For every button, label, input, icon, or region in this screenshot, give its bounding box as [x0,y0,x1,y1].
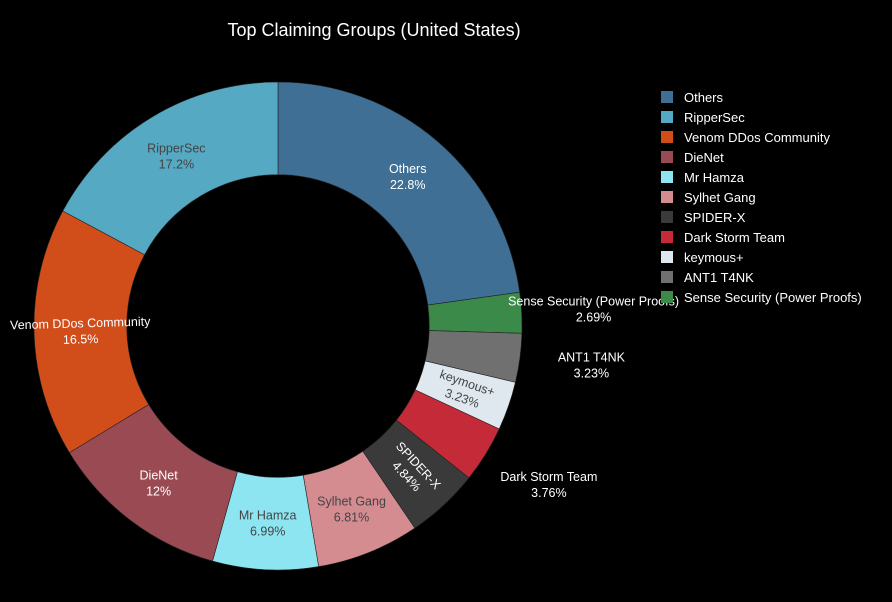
legend-swatch-sylhet-gang[interactable] [661,191,673,203]
slice-label-percent: 22.8% [390,178,425,192]
slice-label-others: Others 22.8% [389,162,427,192]
legend-swatch-spider-x[interactable] [661,211,673,223]
slice-label-mr-hamza: Mr Hamza 6.99% [239,508,297,538]
legend-item-dienet[interactable]: DieNet [684,150,724,165]
pie-slices [33,81,523,571]
slice-label-name: Sylhet Gang [317,494,386,508]
legend-item-spider-x[interactable]: SPIDER-X [684,210,746,225]
legend-item-dark-storm-team[interactable]: Dark Storm Team [684,230,785,245]
legend-item-others[interactable]: Others [684,90,724,105]
legend-swatch-ant1-t4nk[interactable] [661,271,673,283]
slice-label-percent: 6.81% [334,510,369,524]
legend-swatch-sense-security-power-proofs[interactable] [661,291,673,303]
slice-label-venom-ddos-community: Venom DDos Community16.5% [10,314,152,348]
legend-swatch-mr-hamza[interactable] [661,171,673,183]
legend-swatch-rippersec[interactable] [661,111,673,123]
legend-swatch-others[interactable] [661,91,673,103]
slice-label-percent: 16.5% [63,332,99,347]
legend-item-sylhet-gang[interactable]: Sylhet Gang [684,190,756,205]
slice-label-percent: 2.69% [576,311,611,325]
legend-item-sense-security-power-proofs[interactable]: Sense Security (Power Proofs) [684,290,862,305]
slice-label-name: Others [389,162,427,176]
slice-label-percent: 12% [146,485,171,499]
slice-label-percent: 3.23% [574,367,609,381]
legend: Others RipperSec Venom DDos Community DieNe… [661,90,862,305]
slice-label-name: Dark Storm Team [500,470,597,484]
slice-label-dark-storm-team: Dark Storm Team 3.76% [500,470,597,500]
slice-label-ant1-t4nk: ANT1 T4NK 3.23% [558,351,626,381]
slice-label-percent: 6.99% [250,524,285,538]
chart-title: Top Claiming Groups (United States) [227,20,520,40]
legend-swatch-dark-storm-team[interactable] [661,231,673,243]
legend-swatch-keymous[interactable] [661,251,673,263]
slice-label-percent: 17.2% [159,157,194,171]
legend-item-keymous[interactable]: keymous+ [684,250,744,265]
legend-item-rippersec[interactable]: RipperSec [684,110,745,125]
slice-label-name: Mr Hamza [239,508,297,522]
slice-label-sense-security-power-proofs: Sense Security (Power Proofs) 2.69% [508,295,679,325]
slice-label-sylhet-gang: Sylhet Gang 6.81% [317,494,386,524]
legend-item-ant1-t4nk[interactable]: ANT1 T4NK [684,270,754,285]
slice-label-name: DieNet [140,469,179,483]
slice-rippersec[interactable] [62,81,279,256]
slice-label-dienet: DieNet 12% [140,469,179,499]
slice-others[interactable] [277,81,520,306]
slice-label-name: ANT1 T4NK [558,351,626,365]
slice-label-percent: 3.76% [531,486,566,500]
legend-swatch-dienet[interactable] [661,151,673,163]
legend-item-venom-ddos-community[interactable]: Venom DDos Community [684,130,830,145]
slice-label-rippersec: RipperSec 17.2% [147,141,205,171]
legend-swatch-venom-ddos-community[interactable] [661,131,673,143]
slice-label-name: RipperSec [147,141,205,155]
slice-label-name: Venom DDos Community [10,314,151,332]
slice-label-name: Sense Security (Power Proofs) [508,295,679,309]
legend-item-mr-hamza[interactable]: Mr Hamza [684,170,745,185]
